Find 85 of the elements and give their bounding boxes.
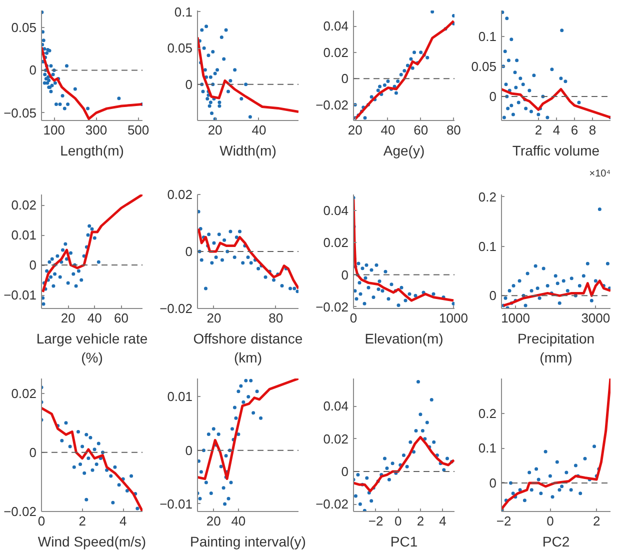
x-axis-title: Width(m) — [220, 142, 276, 158]
y-tick-label: −0.02 — [4, 504, 37, 519]
x-tick-label: 2 — [416, 514, 424, 528]
x-axis-title: Painting interval(y) — [190, 534, 306, 550]
x-tick-label: 0 — [546, 514, 554, 528]
y-tick-label: −0.01 — [160, 496, 193, 512]
x-tick-label: 80 — [268, 310, 284, 326]
x-tick-label: 40 — [380, 122, 396, 138]
x-axis-title: PC2 — [542, 534, 570, 550]
x-tick-label: 6 — [570, 122, 578, 138]
x-tick-label: 20 — [60, 310, 76, 326]
x-tick-label: 2 — [592, 514, 600, 528]
y-tick-label: 0.01 — [167, 389, 193, 404]
y-tick-label: 0 — [489, 288, 497, 304]
x-axis-title: Precipitation (mm) — [517, 330, 595, 366]
x-axis-title: Wind Speed(m/s) — [38, 534, 146, 550]
x-tick-label: 60 — [114, 310, 128, 326]
y-tick-label: 0.02 — [323, 44, 349, 60]
x-tick-label: 8 — [588, 122, 596, 138]
y-tick-label: 0.02 — [11, 386, 37, 401]
x-tick-label: −2 — [496, 514, 512, 528]
x-tick-label: 4 — [120, 514, 127, 528]
x-tick-label: 1000 — [439, 310, 468, 326]
y-tick-label: 0 — [29, 258, 37, 272]
y-tick-label: 0 — [29, 62, 37, 78]
y-tick-label: −0.01 — [4, 288, 37, 302]
text: ×10⁴ — [589, 168, 611, 180]
x-tick-label: 2 — [78, 514, 86, 528]
x-tick-label: 2 — [534, 122, 542, 138]
y-tick-label: 0.01 — [11, 228, 37, 242]
y-tick-label: 0.05 — [471, 58, 497, 74]
y-tick-label: 0.02 — [323, 431, 349, 446]
y-tick-label: 0 — [489, 88, 497, 104]
x-axis-title: Length(m) — [60, 142, 124, 158]
y-tick-label: 0 — [29, 444, 37, 460]
x-tick-label: 20 — [206, 514, 221, 528]
y-tick-label: 0.1 — [478, 238, 497, 254]
x-tick-label: 20 — [208, 122, 222, 138]
y-tick-label: −0.02 — [316, 299, 349, 314]
x-tick-label: 4 — [552, 122, 560, 138]
x-tick-label: −2 — [368, 514, 384, 528]
y-tick-label: 0 — [341, 464, 349, 480]
y-tick-label: 0.1 — [478, 28, 497, 44]
x-axis-title: Elevation(m) — [364, 330, 444, 346]
x-axis-title: Traffic volume — [512, 142, 600, 158]
y-tick-label: 0 — [185, 76, 193, 92]
y-tick-label: −0.02 — [160, 301, 193, 316]
x-tick-label: 20 — [206, 310, 222, 326]
y-tick-label: 0.02 — [323, 235, 349, 250]
y-tick-label: 0 — [341, 71, 349, 86]
x-axis-title: Age(y) — [383, 142, 425, 158]
y-tick-label: −0.05 — [4, 105, 37, 120]
x-tick-label: 300 — [85, 122, 108, 138]
x-tick-label: 20 — [348, 122, 362, 138]
y-tick-label: 0.02 — [167, 187, 193, 202]
y-tick-label: 0.1 — [174, 4, 193, 20]
y-tick-label: 0 — [185, 244, 193, 259]
y-tick-label: −0.02 — [316, 97, 349, 112]
y-tick-label: 0.04 — [323, 398, 349, 414]
y-tick-label: 0 — [489, 475, 497, 490]
x-tick-label: 40 — [87, 310, 102, 326]
x-tick-label: 3000 — [581, 310, 610, 326]
y-tick-label: 0.05 — [167, 40, 193, 56]
y-tick-label: −0.02 — [316, 496, 349, 512]
y-tick-label: 0.02 — [11, 198, 37, 212]
y-tick-label: 0 — [341, 267, 349, 282]
x-tick-label: 40 — [231, 514, 246, 528]
x-axis-title: Offshore distance (km) — [193, 330, 303, 366]
x-tick-label: 80 — [446, 122, 461, 138]
y-tick-label: 0.05 — [11, 20, 37, 36]
y-tick-label: 0.2 — [478, 189, 497, 204]
x-tick-label: 500 — [127, 122, 150, 138]
x-axis-title: PC1 — [390, 534, 418, 550]
y-tick-label: 0.2 — [478, 406, 497, 421]
x-tick-label: 0 — [394, 514, 402, 528]
x-tick-label: 60 — [414, 122, 428, 138]
x-tick-label: 100 — [43, 122, 65, 138]
y-tick-label: 0.04 — [323, 203, 349, 218]
y-tick-label: 0.04 — [323, 18, 349, 34]
x-tick-label: 1000 — [501, 310, 530, 326]
y-tick-label: 0.1 — [478, 440, 497, 456]
x-tick-label: 40 — [252, 122, 266, 138]
x-axis-title: Large vehicle rate (%) — [36, 330, 148, 366]
y-tick-label: 0 — [185, 442, 193, 458]
x-tick-label: 4 — [439, 514, 446, 528]
